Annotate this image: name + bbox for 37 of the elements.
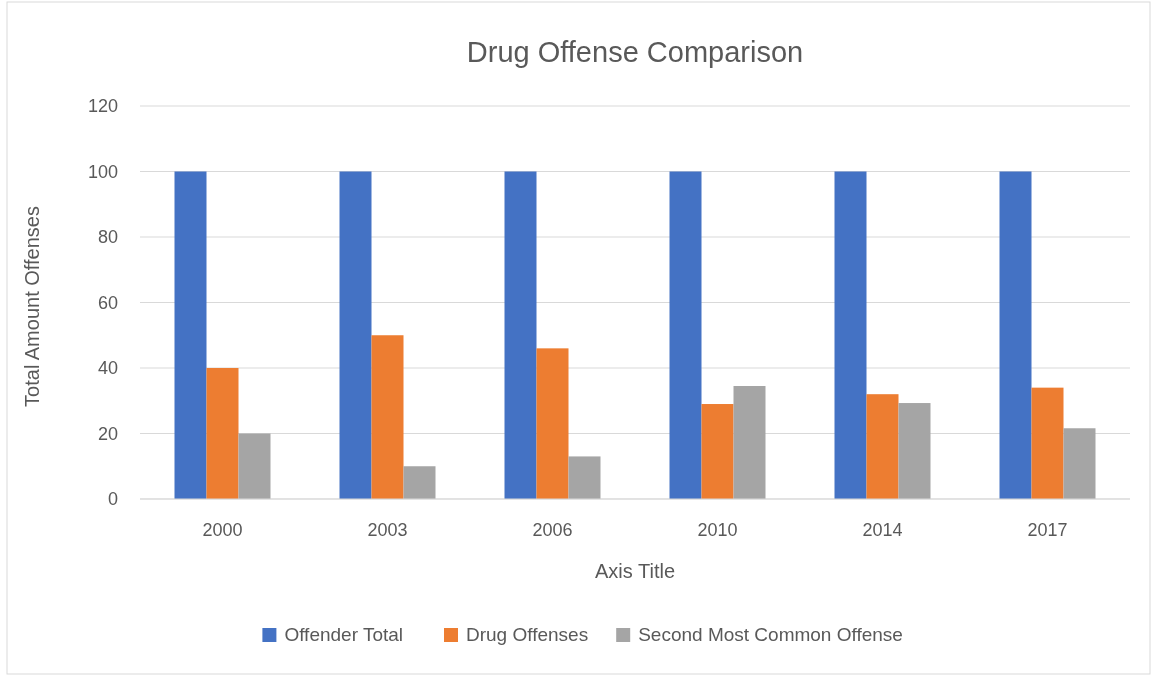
bar: [371, 335, 404, 499]
bar: [174, 171, 207, 499]
y-tick-label: 20: [97, 423, 118, 444]
bar: [504, 171, 537, 499]
y-tick-label: 120: [87, 96, 118, 116]
x-tick-label: 2000: [202, 520, 243, 540]
chart-title: Drug Offense Comparison: [466, 36, 804, 68]
y-tick-label: 40: [97, 358, 118, 378]
bar: [701, 404, 734, 499]
legend-label: Drug Offenses: [466, 624, 589, 645]
y-axis-title: Total Amount Offenses: [21, 206, 43, 407]
x-tick-label: 2017: [1027, 520, 1068, 540]
bar: [669, 171, 702, 499]
bar: [403, 466, 436, 499]
bar: [999, 171, 1032, 499]
legend-label: Offender Total: [284, 624, 404, 645]
y-tick-label: 100: [87, 161, 118, 182]
bar: [866, 394, 899, 499]
bar: [568, 456, 601, 499]
bar: [1063, 428, 1096, 499]
x-tick-label: 2010: [697, 520, 738, 540]
bar: [536, 348, 569, 499]
y-tick-label: 60: [97, 292, 118, 313]
y-tick-label: 0: [107, 489, 118, 509]
bar: [339, 171, 372, 499]
bar: [206, 368, 239, 499]
x-tick-label: 2014: [862, 520, 903, 540]
bar: [733, 386, 766, 499]
bar: [1031, 387, 1064, 499]
y-tick-label: 80: [97, 227, 118, 247]
bar: [834, 171, 867, 499]
legend-label: Second Most Common Offense: [638, 624, 903, 645]
bar: [898, 403, 931, 499]
x-axis-title: Axis Title: [594, 560, 676, 582]
bar: [238, 433, 271, 499]
x-tick-label: 2006: [532, 520, 573, 540]
x-tick-label: 2003: [367, 520, 408, 540]
